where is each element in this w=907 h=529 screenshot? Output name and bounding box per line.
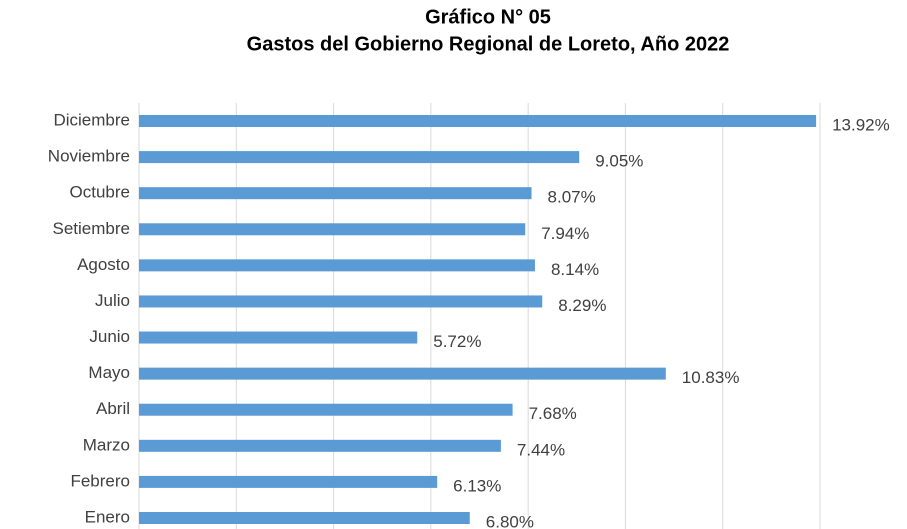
bar <box>139 403 513 416</box>
y-tick-label: Mayo <box>88 363 130 382</box>
bar <box>139 439 501 452</box>
chart-subtitle: Gastos del Gobierno Regional de Loreto, … <box>247 33 730 55</box>
bar <box>139 187 532 200</box>
bar <box>139 512 470 524</box>
data-label: 10.83% <box>682 368 740 387</box>
data-label: 13.92% <box>832 115 890 134</box>
data-label: 8.29% <box>558 296 606 315</box>
data-label: 9.05% <box>595 152 643 171</box>
data-label: 8.07% <box>548 188 596 207</box>
bar <box>139 259 535 272</box>
bar <box>139 331 418 344</box>
bar <box>139 475 438 488</box>
bar <box>139 115 817 127</box>
data-label: 8.14% <box>551 260 599 279</box>
y-tick-label: Enero <box>85 507 130 526</box>
bar <box>139 223 526 236</box>
y-tick-label: Agosto <box>77 255 130 274</box>
y-tick-label: Diciembre <box>53 110 130 129</box>
data-label: 6.80% <box>486 512 534 529</box>
data-label: 7.68% <box>529 404 577 423</box>
y-tick-label: Junio <box>89 327 130 346</box>
bar <box>139 367 666 380</box>
y-tick-label: Setiembre <box>53 219 130 238</box>
data-label: 7.94% <box>541 224 589 243</box>
y-tick-label: Noviembre <box>48 147 130 166</box>
y-tick-label: Febrero <box>70 471 130 490</box>
y-tick-label: Julio <box>95 291 130 310</box>
bar <box>139 295 543 308</box>
y-tick-label: Marzo <box>83 435 130 454</box>
data-label: 6.13% <box>453 476 501 495</box>
chart-title: Gráfico N° 05 <box>425 6 551 28</box>
y-tick-label: Octubre <box>70 183 130 202</box>
data-label: 5.72% <box>433 332 481 351</box>
data-label: 7.44% <box>517 440 565 459</box>
bar <box>139 151 580 164</box>
y-tick-label: Abril <box>96 399 130 418</box>
